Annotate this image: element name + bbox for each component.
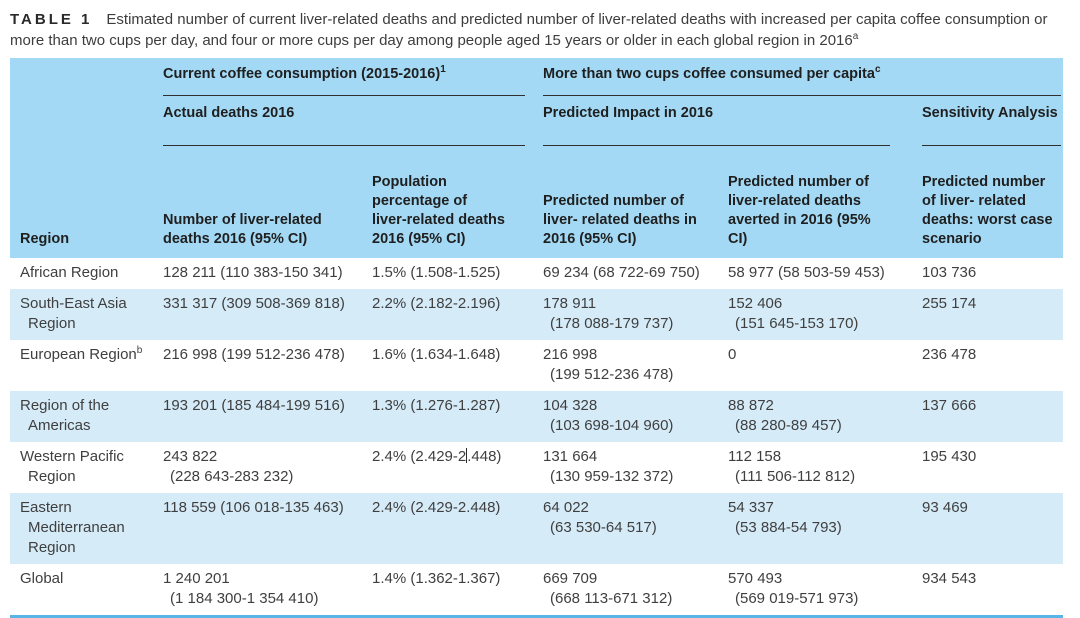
table-row-americas: Region of the Americas 193 201 (185 484-… [10, 391, 1064, 442]
predicted-cell: 64 022 (63 530-64 517) [543, 499, 657, 536]
region-cell: African Region [20, 264, 119, 281]
averted-cell: 54 337 (53 884-54 793) [728, 499, 842, 536]
deaths-cell: 128 211 (110 383-150 341) [163, 264, 343, 281]
table-row-eastern-mediterranean: Eastern Mediterranean Region 118 559 (10… [10, 493, 1064, 564]
worst-case-cell: 236 478 [922, 346, 977, 363]
table-caption-text: Estimated number of current liver-relate… [10, 11, 1048, 49]
header-columns-row: Region Number of liver-related deaths 20… [10, 146, 1064, 258]
region-cell: Region of the Americas [20, 397, 110, 434]
table-row-african: African Region 128 211 (110 383-150 341)… [10, 258, 1063, 289]
deaths-cell: 193 201 (185 484-199 516) [163, 397, 345, 414]
region-cell: South-East Asia Region [20, 295, 127, 332]
header-predicted-impact: Predicted Impact in 2016 [543, 96, 922, 146]
table-caption: TABLE 1 Estimated number of current liver… [10, 9, 1060, 51]
deaths-cell: 243 822 (228 643-283 232) [163, 448, 294, 485]
predicted-cell: 669 709 (668 113-671 312) [543, 570, 673, 607]
footnote-marker-b: b [136, 345, 143, 356]
header-group-more-than-two-cups: More than two cups coffee consumed per c… [543, 58, 1064, 96]
text-cursor [466, 448, 468, 463]
averted-cell: 570 493 (569 019-571 973) [728, 570, 859, 607]
predicted-cell: 216 998 (199 512-236 478) [543, 346, 674, 383]
percentage-cell: 2.4% (2.429-2.448) [372, 499, 501, 516]
table-row-global: Global 1 240 201 (1 184 300-1 354 410) 1… [10, 564, 1063, 617]
header-number-of-deaths: Number of liver-related deaths 2016 (95%… [163, 146, 372, 258]
deaths-cell: 331 317 (309 508-369 818) [163, 295, 345, 312]
header-worst-case: Predicted number of liver- related death… [922, 146, 1064, 258]
averted-cell: 88 872 (88 280-89 457) [728, 397, 842, 434]
footnote-marker-c: c [874, 64, 881, 76]
deaths-cell: 216 998 (199 512-236 478) [163, 346, 345, 363]
footnote-marker-1: 1 [440, 64, 446, 76]
header-subgroup-row: Actual deaths 2016 Predicted Impact in 2… [10, 96, 1064, 146]
header-population-percentage: Population percentage of liver-related d… [372, 146, 543, 258]
worst-case-cell: 934 543 [922, 570, 977, 587]
deaths-cell: 1 240 201 (1 184 300-1 354 410) [163, 570, 319, 607]
predicted-cell: 178 911 (178 088-179 737) [543, 295, 674, 332]
header-deaths-averted: Predicted number of liver-related deaths… [728, 146, 922, 258]
averted-cell: 0 [728, 346, 737, 363]
predicted-cell: 104 328 (103 698-104 960) [543, 397, 674, 434]
region-cell: Eastern Mediterranean Region [20, 499, 125, 556]
worst-case-cell: 103 736 [922, 264, 977, 281]
header-spacer [10, 58, 163, 96]
header-actual-deaths: Actual deaths 2016 [163, 96, 543, 146]
header-group-current-consumption: Current coffee consumption (2015-2016)1 [163, 58, 543, 96]
header-region: Region [10, 146, 163, 258]
percentage-cell: 2.2% (2.182-2.196) [372, 295, 501, 312]
header-spacer [10, 96, 163, 146]
worst-case-cell: 255 174 [922, 295, 977, 312]
footnote-marker-a: a [852, 31, 859, 42]
header-sensitivity-analysis: Sensitivity Analysis [922, 96, 1064, 146]
percentage-cell: 2.4% (2.429-2.448) [372, 448, 502, 465]
table-row-western-pacific: Western Pacific Region 243 822 (228 643-… [10, 442, 1063, 493]
percentage-cell: 1.5% (1.508-1.525) [372, 264, 501, 281]
header-predicted-deaths: Predicted number of liver- related death… [543, 146, 728, 258]
region-cell: Western Pacific Region [20, 448, 124, 485]
deaths-cell: 118 559 (106 018-135 463) [163, 499, 344, 516]
averted-cell: 58 977 (58 503-59 453) [728, 264, 885, 281]
region-cell: Global [20, 570, 64, 587]
predicted-cell: 131 664 (130 959-132 372) [543, 448, 674, 485]
worst-case-cell: 93 469 [922, 499, 968, 516]
region-cell: European Regionb [20, 345, 143, 364]
averted-cell: 112 158 (111 506-112 812) [728, 448, 856, 485]
liver-deaths-table: Current coffee consumption (2015-2016)1 … [10, 58, 1064, 618]
percentage-cell: 1.4% (1.362-1.367) [372, 570, 501, 587]
averted-cell: 152 406 (151 645-153 170) [728, 295, 859, 332]
table-row-south-east-asia: South-East Asia Region 331 317 (309 508-… [10, 289, 1064, 340]
table-row-european: European Regionb 216 998 (199 512-236 47… [10, 340, 1063, 391]
predicted-cell: 69 234 (68 722-69 750) [543, 264, 700, 281]
table-number-label: TABLE 1 [10, 11, 93, 28]
percentage-cell: 1.6% (1.634-1.648) [372, 346, 501, 363]
header-group-row: Current coffee consumption (2015-2016)1 … [10, 58, 1064, 96]
percentage-cell: 1.3% (1.276-1.287) [372, 397, 501, 414]
worst-case-cell: 195 430 [922, 448, 977, 465]
worst-case-cell: 137 666 [922, 397, 977, 414]
